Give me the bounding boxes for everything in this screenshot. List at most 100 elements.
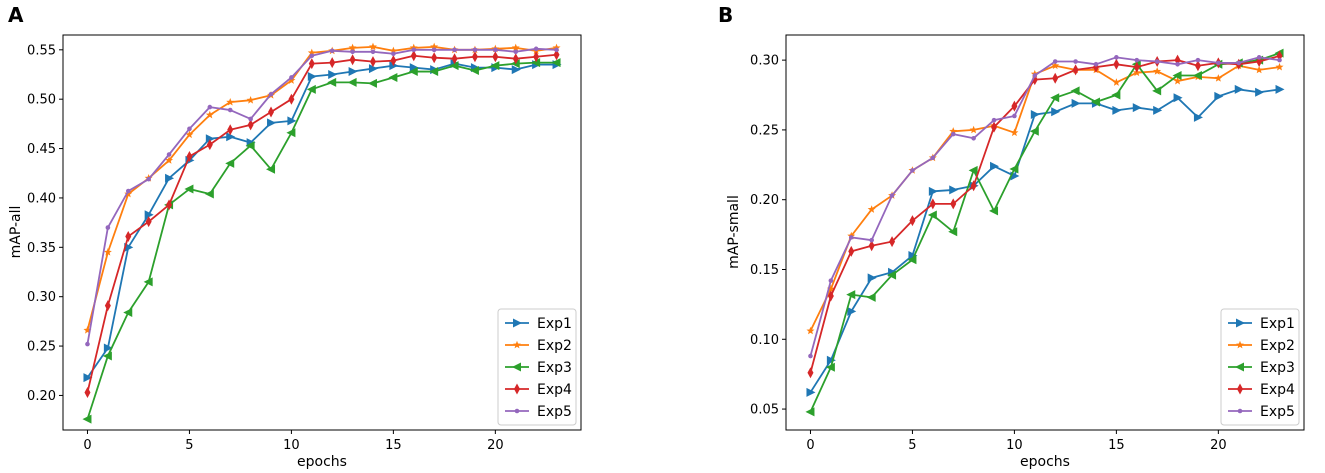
data-point-exp2 xyxy=(806,326,815,335)
data-point-exp3 xyxy=(846,290,856,300)
data-point-exp2 xyxy=(1173,76,1182,85)
y-tick-label: 0.20 xyxy=(27,389,56,404)
data-point-exp5 xyxy=(289,75,294,80)
data-point-exp5 xyxy=(309,53,315,59)
data-point-exp2 xyxy=(969,125,978,134)
data-point-exp5 xyxy=(105,225,111,230)
data-point-exp5 xyxy=(431,47,437,53)
data-point-exp4 xyxy=(308,58,315,70)
data-point-exp2 xyxy=(1112,78,1121,86)
series-line-exp1 xyxy=(86,62,557,379)
legend-label: Exp2 xyxy=(537,338,572,354)
data-point-exp3 xyxy=(327,77,337,87)
data-point-exp3 xyxy=(490,61,500,71)
data-point-exp5 xyxy=(808,353,813,359)
legend-entry-exp2: Exp2 xyxy=(505,338,572,354)
data-point-exp3 xyxy=(531,58,541,68)
data-point-exp5 xyxy=(930,155,936,161)
data-point-exp5 xyxy=(472,47,478,53)
series-line-exp4 xyxy=(86,53,557,393)
data-point-exp4 xyxy=(1113,58,1120,70)
data-point-exp1 xyxy=(908,251,918,261)
data-point-exp1 xyxy=(409,63,419,73)
x-axis-label-b: epochs xyxy=(1020,454,1070,470)
data-point-exp5 xyxy=(1236,60,1242,66)
data-point-exp3 xyxy=(1192,70,1202,80)
legend-box xyxy=(497,308,577,426)
y-tick-label: 0.25 xyxy=(27,340,56,355)
legend-label: Exp3 xyxy=(537,360,572,376)
data-point-exp1 xyxy=(83,373,93,383)
data-point-exp1 xyxy=(287,116,297,126)
data-point-exp2 xyxy=(552,43,561,52)
data-point-exp4 xyxy=(329,57,336,69)
data-point-exp4 xyxy=(1092,61,1099,73)
data-point-exp4 xyxy=(827,290,834,302)
x-tick-label: 15 xyxy=(385,438,402,453)
legend-marker xyxy=(514,383,520,395)
series-lines-a xyxy=(82,42,562,424)
data-point-exp5 xyxy=(187,126,192,132)
legend-entry-exp3: Exp3 xyxy=(505,360,572,376)
data-point-exp2 xyxy=(409,43,418,52)
data-point-exp2 xyxy=(307,48,316,57)
data-point-exp2 xyxy=(368,42,377,51)
data-point-exp1 xyxy=(368,64,378,74)
y-axis-label-b: mAP-small xyxy=(726,195,742,269)
data-point-exp5 xyxy=(1195,57,1201,63)
data-point-exp1 xyxy=(144,210,154,220)
data-point-exp1 xyxy=(1030,110,1040,120)
legend-marker xyxy=(513,318,522,328)
data-point-exp1 xyxy=(928,186,938,196)
legend-label: Exp2 xyxy=(1260,338,1295,354)
data-point-exp2 xyxy=(246,95,255,104)
data-point-exp3 xyxy=(204,189,214,199)
data-point-exp3 xyxy=(102,351,112,361)
y-tick-label: 0.50 xyxy=(27,93,56,108)
data-point-exp4 xyxy=(807,367,814,379)
legend-marker xyxy=(1236,340,1244,349)
data-point-exp4 xyxy=(125,230,132,242)
legend-entry-exp4: Exp4 xyxy=(1228,382,1295,398)
series-exp4-a xyxy=(84,49,560,398)
data-point-exp4 xyxy=(186,150,193,162)
data-point-exp1 xyxy=(103,343,113,353)
data-point-exp2 xyxy=(165,156,174,164)
series-exp5-a xyxy=(85,46,559,347)
data-point-exp4 xyxy=(889,236,896,248)
data-point-exp5 xyxy=(207,104,213,110)
data-point-exp3 xyxy=(347,77,357,87)
axes-a: 0 5 10 15 20 0.20 0.25 0.30 0.35 0.40 0.45 0.50 0.55 xyxy=(27,43,504,453)
data-point-exp3 xyxy=(825,362,835,372)
legend-label: Exp5 xyxy=(1260,404,1295,420)
data-point-exp4 xyxy=(868,240,875,252)
data-point-exp2 xyxy=(511,43,520,52)
data-point-exp4 xyxy=(166,199,173,211)
data-point-exp3 xyxy=(429,67,439,77)
data-point-exp2 xyxy=(1051,61,1060,70)
data-point-exp3 xyxy=(245,141,255,151)
x-tick-label: 0 xyxy=(806,438,814,453)
data-point-exp2 xyxy=(867,205,876,213)
x-tick-label: 0 xyxy=(83,438,91,453)
data-point-exp4 xyxy=(553,49,560,61)
series-exp3-a xyxy=(82,58,561,424)
data-point-exp4 xyxy=(145,216,152,228)
data-point-exp5 xyxy=(1093,62,1099,67)
x-tick-label: 10 xyxy=(283,438,300,453)
data-point-exp3 xyxy=(1029,126,1039,136)
data-point-exp5 xyxy=(452,47,457,53)
y-tick-label: 0.30 xyxy=(27,290,56,305)
data-point-exp2 xyxy=(1275,62,1284,71)
chart-panel-a: A 0 5 10 15 20 0.20 0.25 0.30 0.35 0.40 0.45 0.50 0.… xyxy=(8,3,582,470)
data-point-exp5 xyxy=(166,152,172,157)
data-point-exp2 xyxy=(1010,128,1019,137)
y-tick-label: 0.20 xyxy=(750,193,779,208)
data-point-exp4 xyxy=(84,386,91,398)
data-point-exp5 xyxy=(513,49,519,55)
x-tick-label: 20 xyxy=(487,438,504,453)
data-point-exp4 xyxy=(431,52,438,64)
series-line-exp5 xyxy=(809,56,1280,357)
data-point-exp3 xyxy=(887,270,897,280)
